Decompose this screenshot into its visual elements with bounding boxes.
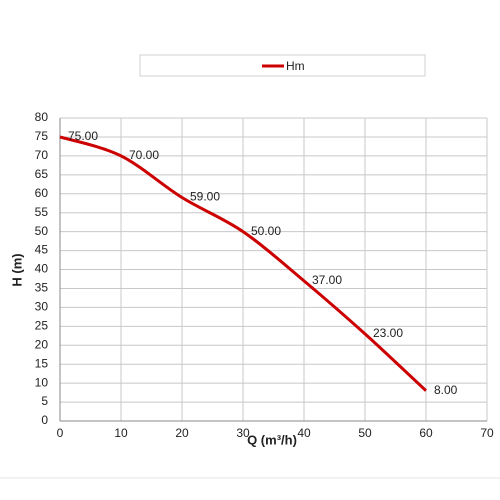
y-tick-label: 0 xyxy=(41,413,48,427)
data-label: 8.00 xyxy=(434,383,458,397)
x-axis-title: Q (m³/h) xyxy=(247,432,297,447)
x-tick-label: 0 xyxy=(57,426,64,440)
x-tick-label: 10 xyxy=(114,426,128,440)
x-tick-label: 40 xyxy=(297,426,311,440)
y-tick-label: 40 xyxy=(35,262,49,276)
data-label: 23.00 xyxy=(373,326,403,340)
data-label: 75.00 xyxy=(68,129,98,143)
data-line xyxy=(59,135,428,392)
y-tick-label: 5 xyxy=(41,394,48,408)
y-tick-label: 35 xyxy=(35,281,49,295)
y-tick-label: 10 xyxy=(35,375,49,389)
legend-label: Hm xyxy=(286,59,305,73)
y-tick-label: 60 xyxy=(35,186,49,200)
y-tick-label: 70 xyxy=(35,148,49,162)
data-label: 37.00 xyxy=(312,273,342,287)
y-tick-label: 30 xyxy=(35,300,49,314)
y-tick-label: 45 xyxy=(35,243,49,257)
y-tick-label: 50 xyxy=(35,224,49,238)
y-tick-label: 15 xyxy=(35,356,49,370)
data-label: 70.00 xyxy=(129,148,159,162)
y-tick-label: 75 xyxy=(35,129,49,143)
y-tick-label: 25 xyxy=(35,318,49,332)
x-tick-label: 50 xyxy=(358,426,372,440)
y-tick-label: 65 xyxy=(35,167,49,181)
y-tick-label: 55 xyxy=(35,205,49,219)
y-tick-label: 80 xyxy=(35,110,49,124)
data-label: 59.00 xyxy=(190,190,220,204)
data-label: 50.00 xyxy=(251,224,281,238)
x-tick-label: 70 xyxy=(480,426,494,440)
x-tick-label: 60 xyxy=(419,426,433,440)
x-tick-label: 20 xyxy=(175,426,189,440)
y-axis-title: H (m) xyxy=(9,253,24,286)
x-tick-label: 30 xyxy=(236,426,250,440)
y-tick-label: 20 xyxy=(35,337,49,351)
